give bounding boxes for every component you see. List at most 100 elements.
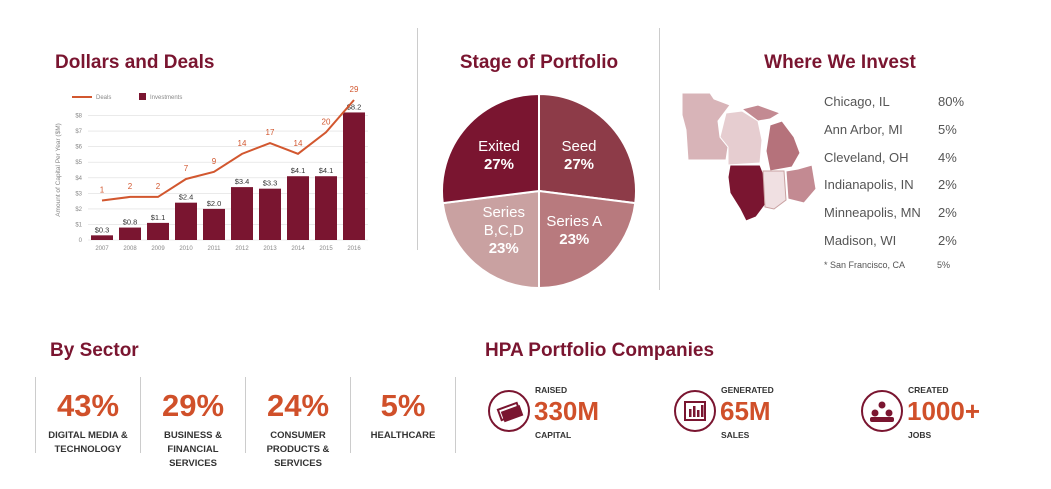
portfolio-value: 65M <box>720 396 771 426</box>
y-tick-label: $1 <box>75 222 82 228</box>
bar-label: $4.1 <box>291 166 306 175</box>
x-tick-label: 2010 <box>179 246 193 252</box>
pie-label-value: 23% <box>559 231 590 249</box>
line-label: 1 <box>100 186 105 195</box>
pie-label: Exited 27% <box>464 138 534 174</box>
icon-shape <box>871 409 879 417</box>
legend-label: Deals <box>96 95 111 101</box>
y-tick-label: $6 <box>75 145 82 151</box>
bar-label: $2.0 <box>207 199 222 208</box>
portfolio-caption: RAISED <box>535 385 568 395</box>
pie-label-value: 27% <box>483 155 514 173</box>
location-share: 2% <box>938 177 957 193</box>
portfolio-icon <box>674 390 716 432</box>
icon-shape <box>684 401 706 421</box>
bar-label: $1.1 <box>151 213 166 222</box>
icon-shape <box>878 401 886 409</box>
sector-value: 29% <box>161 388 225 423</box>
icon-shape <box>870 417 894 422</box>
line-label: 17 <box>266 128 275 137</box>
icon-shape <box>500 405 524 423</box>
sector-value: 5% <box>380 388 426 423</box>
portfolio-title: HPA Portfolio Companies <box>485 340 715 361</box>
state-mi <box>765 120 801 172</box>
bar-label: $8.2 <box>347 102 362 111</box>
x-tick-label: 2012 <box>235 246 249 252</box>
pie-slice <box>441 92 540 205</box>
sector-value: 24% <box>266 388 330 423</box>
x-tick-label: 2015 <box>319 246 333 252</box>
icon-shape <box>697 410 700 417</box>
bar <box>315 176 337 240</box>
legend-label: Investments <box>150 95 182 101</box>
pie-label-value: 27% <box>564 155 595 173</box>
footnote: * San Francisco, CA <box>824 260 906 270</box>
y-tick-label: 0 <box>79 238 83 244</box>
y-axis-label: Amount of Capital Per Year ($M) <box>55 123 62 217</box>
bar-label: $2.4 <box>179 193 194 202</box>
line-label: 2 <box>156 182 161 191</box>
line-label: 14 <box>294 139 303 148</box>
bar <box>203 208 225 240</box>
sector-label: CONSUMER PRODUCTS & SERVICES <box>266 430 330 469</box>
y-tick-label: $5 <box>75 160 82 166</box>
pie-label: Seed 27% <box>544 138 614 174</box>
portfolio-caption: JOBS <box>908 430 932 440</box>
location-share: 4% <box>938 149 957 165</box>
divider <box>35 377 36 453</box>
chart-title: Stage of Portfolio <box>459 52 619 73</box>
map-title: Where We Invest <box>764 52 916 73</box>
line-label: 29 <box>350 85 359 94</box>
bar <box>91 235 113 240</box>
icon-shape <box>885 409 893 417</box>
icon-shape <box>488 390 530 432</box>
pie-slice <box>538 189 637 290</box>
portfolio-caption: CAPITAL <box>535 430 572 440</box>
bar-label: $0.8 <box>123 218 138 227</box>
pie-label-name: Series A <box>546 213 603 231</box>
x-tick-label: 2011 <box>208 246 222 252</box>
pie-label: Series B,C,D 23% <box>469 204 539 258</box>
icon-shape <box>674 390 716 432</box>
location-name: Minneapolis, MN <box>824 205 921 221</box>
y-tick-label: $2 <box>75 207 82 213</box>
y-tick-label: $8 <box>75 114 82 120</box>
pie-label-name: Series B,C,D <box>482 204 525 240</box>
x-tick-label: 2008 <box>123 246 137 252</box>
portfolio-value: 330M <box>534 396 600 426</box>
portfolio-icon <box>861 390 903 432</box>
state-in <box>762 170 787 210</box>
y-tick-label: $3 <box>75 191 82 197</box>
portfolio-caption: CREATED <box>908 385 949 395</box>
icon-shape <box>701 405 704 417</box>
line-label: 7 <box>184 164 189 173</box>
bar-label: $3.3 <box>263 179 278 188</box>
pie-slice <box>441 189 540 290</box>
pie-slice <box>538 92 637 205</box>
divider <box>140 377 141 453</box>
bar <box>231 187 253 240</box>
location-share: 2% <box>938 205 957 221</box>
y-tick-label: $4 <box>75 176 82 182</box>
pie-label-name: Seed <box>561 137 597 155</box>
chart-title: Dollars and Deals <box>55 52 215 73</box>
line <box>101 99 355 202</box>
footnote: 5% <box>937 260 951 270</box>
bar <box>259 188 281 240</box>
divider <box>245 377 246 453</box>
line-label: 2 <box>128 182 133 191</box>
pie-label-value: 23% <box>488 240 519 258</box>
divider <box>350 377 351 453</box>
divider <box>455 377 456 453</box>
line-label: 14 <box>238 139 247 148</box>
state-mi-up <box>740 104 782 122</box>
bar-label: $0.3 <box>95 225 110 234</box>
location-name: Indianapolis, IN <box>824 177 914 193</box>
icon-shape <box>861 390 903 432</box>
pie-label: Series A 23% <box>539 213 609 249</box>
state-oh <box>785 164 817 204</box>
icon-shape <box>861 390 903 432</box>
portfolio-caption: GENERATED <box>721 385 774 395</box>
location-share: 5% <box>938 121 957 137</box>
